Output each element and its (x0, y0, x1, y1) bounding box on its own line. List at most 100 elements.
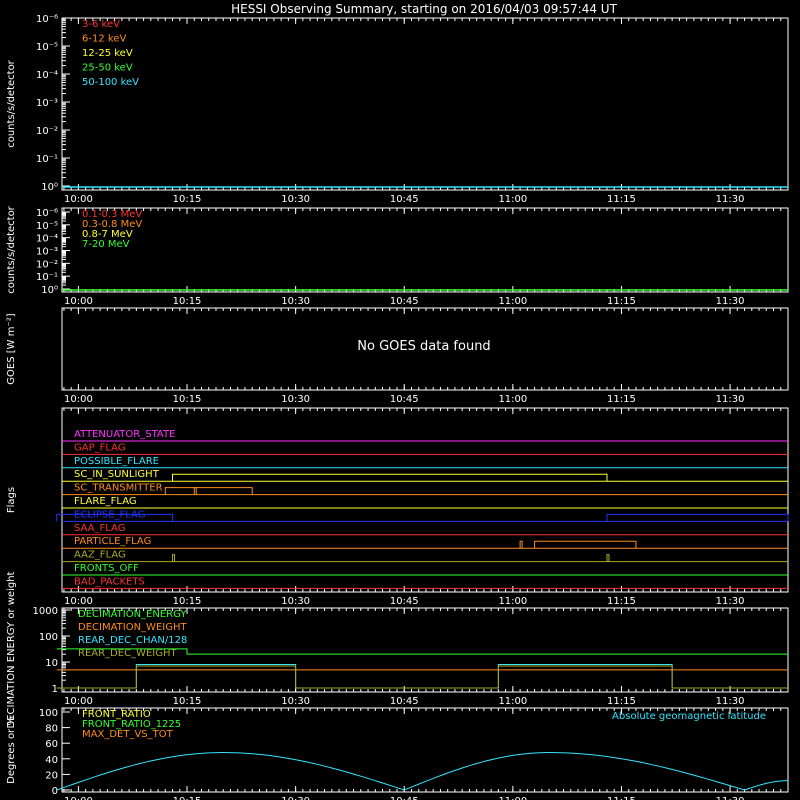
legend-entry: 0.1-0.3 MeV (82, 209, 142, 220)
flag-segment (606, 513, 789, 522)
legend-entry: FRONT_RATIO (82, 709, 151, 720)
y-tick-label: 80 (45, 724, 58, 735)
x-tick-label: 11:30 (716, 696, 745, 707)
flag-segment (56, 513, 174, 522)
x-tick-label: 10:45 (390, 194, 419, 205)
panel-frame (61, 207, 789, 293)
flag-spike (606, 554, 610, 562)
legend-entry: MAX_DET_VS_TOT (82, 729, 174, 740)
panel-frame (61, 407, 789, 593)
y-tick-label: 10⁰ (41, 285, 58, 296)
series-line (135, 664, 673, 689)
legend-entry: 0.3-0.8 MeV (82, 219, 142, 230)
x-tick-label: 11:00 (498, 796, 527, 800)
x-tick-label: 11:15 (607, 796, 636, 800)
panel-frame (61, 707, 789, 793)
legend-entry: 0.8-7 MeV (82, 229, 133, 240)
y-axis-label: counts/s/detector (6, 59, 17, 147)
y-tick-label: 60 (45, 739, 58, 750)
legend-entry: 50-100 keV (82, 77, 139, 88)
x-tick-label: 10:45 (390, 296, 419, 307)
flag-label: ATTENUATOR_STATE (74, 429, 175, 440)
legend-entry: DECIMATION_ENERGY (78, 609, 187, 620)
y-tick-label: 10⁻⁶ (36, 208, 58, 219)
panel-frame (61, 307, 789, 391)
x-tick-label: 10:15 (173, 194, 202, 205)
x-tick-label: 10:00 (64, 696, 93, 707)
flag-label: AAZ_FLAG (74, 550, 126, 561)
x-tick-label: 10:45 (390, 394, 419, 405)
y-axis-label: counts/s/detector (6, 205, 17, 293)
panel-2: 10:00 10:15 10:30 10:45 11:00 11:15 11:30 (61, 307, 789, 405)
x-tick-label: 11:00 (498, 296, 527, 307)
legend-entry: FRONT_RATIO_1225 (82, 719, 181, 730)
panel-5: 10:00 10:15 10:30 10:45 11:00 11:15 11:30 (61, 707, 789, 800)
legend-entry: 3-6 keV (82, 19, 120, 30)
x-tick-label: 10:00 (64, 796, 93, 800)
x-tick-label: 11:30 (716, 596, 745, 607)
y-tick-label: 10⁻³ (36, 247, 58, 258)
legend-entry: 25-50 keV (82, 63, 133, 74)
x-tick-label: 10:45 (390, 796, 419, 800)
plot-title: HESSI Observing Summary, starting on 201… (231, 2, 617, 16)
flag-label: FRONTS_OFF (74, 563, 139, 574)
flag-label: SC_IN_SUNLIGHT (74, 469, 160, 480)
x-tick-label: 10:00 (64, 296, 93, 307)
flag-spike (172, 554, 176, 562)
x-tick-label: 11:15 (607, 596, 636, 607)
y-tick-label: 100 (39, 708, 58, 719)
y-axis-label: DECIMATION ENERGY or weight (6, 571, 17, 728)
legend-entry: 7-20 MeV (82, 239, 130, 250)
x-tick-label: 11:30 (716, 194, 745, 205)
x-tick-label: 10:30 (281, 696, 310, 707)
x-tick-label: 10:15 (173, 796, 202, 800)
legend-entry: DECIMATION_WEIGHT (78, 622, 187, 633)
legend-entry: 12-25 keV (82, 48, 133, 59)
y-tick-label: 20 (45, 770, 58, 781)
y-tick-label: 100 (39, 632, 58, 643)
x-tick-label: 10:30 (281, 394, 310, 405)
x-tick-label: 11:15 (607, 194, 636, 205)
legend-entry: 6-12 keV (82, 34, 126, 45)
flag-label: PARTICLE_FLAG (74, 536, 151, 547)
x-tick-label: 10:15 (173, 394, 202, 405)
flag-segment (172, 473, 608, 482)
x-tick-label: 10:30 (281, 796, 310, 800)
flag-label: BAD_PACKETS (74, 576, 145, 587)
y-axis-label: Degrees or % (6, 716, 17, 784)
y-tick-label: 10⁻¹ (36, 154, 58, 165)
y-tick-label: 10⁰ (41, 182, 58, 193)
no-data-message: No GOES data found (357, 339, 490, 354)
flag-label: SAA_FLAG (74, 523, 125, 534)
x-tick-label: 11:00 (498, 696, 527, 707)
y-tick-label: 1000 (33, 606, 58, 617)
x-tick-label: 10:30 (281, 194, 310, 205)
y-tick-label: 10⁻⁶ (36, 14, 58, 25)
x-tick-label: 10:30 (281, 596, 310, 607)
panel-4: 10:00 10:15 10:30 10:45 11:00 11:15 11:30 (61, 607, 789, 707)
x-tick-label: 10:45 (390, 596, 419, 607)
flag-label: SC_TRANSMITTER (74, 483, 163, 494)
y-tick-label: 1 (52, 684, 58, 695)
x-tick-label: 11:30 (716, 796, 745, 800)
flag-segment (164, 487, 253, 495)
x-tick-label: 10:15 (173, 696, 202, 707)
y-tick-label: 10⁻⁵ (36, 42, 58, 53)
x-tick-label: 11:15 (607, 696, 636, 707)
flag-label: POSSIBLE_FLARE (74, 456, 159, 467)
series-line (56, 648, 788, 655)
x-tick-label: 11:00 (498, 596, 527, 607)
y-tick-label: 10⁻² (36, 259, 58, 270)
y-tick-label: 0 (52, 786, 58, 797)
y-tick-label: 10⁻¹ (36, 272, 58, 283)
x-tick-label: 10:15 (173, 596, 202, 607)
x-tick-label: 11:15 (607, 394, 636, 405)
x-tick-label: 11:30 (716, 394, 745, 405)
x-tick-label: 10:15 (173, 296, 202, 307)
x-tick-label: 10:30 (281, 296, 310, 307)
flag-spike (519, 540, 523, 549)
x-tick-label: 10:00 (64, 194, 93, 205)
x-tick-label: 10:00 (64, 596, 93, 607)
y-tick-label: 10⁻² (36, 126, 58, 137)
